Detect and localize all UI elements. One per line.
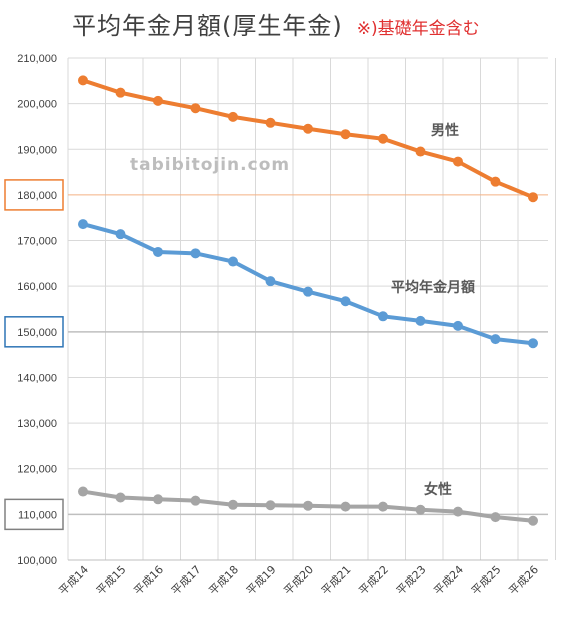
data-point-male [415,146,426,157]
data-point-male [378,133,388,144]
data-point-female [303,500,313,511]
y-tick-label: 210,000 [17,53,57,65]
x-tick-label: 平成15 [94,563,129,598]
data-point-male [490,176,501,187]
data-point-avg [378,311,388,322]
x-tick-label: 平成23 [394,563,429,598]
data-point-male [340,129,351,140]
data-point-female [115,492,126,503]
chart-title-text: 平均年金月額(厚生年金) [72,12,343,40]
y-tick-highlight-box [4,179,64,211]
data-point-male [265,117,276,128]
series-line-male [81,78,535,200]
y-tick-label: 130,000 [17,418,57,430]
data-point-avg [190,248,201,259]
x-tick-label: 平成16 [131,563,166,598]
data-point-male [153,95,163,106]
x-tick-label: 平成18 [206,563,241,598]
data-point-female [490,512,501,523]
x-tick-label: 平成17 [169,563,204,598]
data-point-avg [303,286,313,297]
x-tick-label: 平成24 [431,563,466,598]
data-point-female [153,494,163,505]
series-label-male: 男性 [431,122,459,139]
series-label-female: 女性 [424,481,452,498]
x-tick-label: 平成20 [281,563,316,598]
data-point-avg [265,276,276,287]
y-tick-label: 110,000 [18,509,57,521]
y-tick-label: 140,000 [17,372,57,384]
x-tick-label: 平成19 [244,563,279,598]
chart-title: 平均年金月額(厚生年金) ※)基礎年金含む [72,6,480,41]
x-tick-label: 平成22 [356,563,391,598]
data-point-avg [115,229,126,240]
data-point-avg [415,315,426,326]
x-tick-label: 平成21 [319,563,354,598]
data-point-avg [153,246,163,257]
data-point-avg [78,219,88,230]
data-point-avg [528,338,538,349]
data-point-avg [490,334,501,345]
x-tick-label: 平成25 [469,563,504,598]
y-tick-label: 190,000 [17,144,57,156]
y-tick-label: 180,000 [17,190,57,202]
x-tick-label: 平成26 [506,563,541,598]
data-point-male [528,192,538,203]
data-point-male [228,111,238,122]
y-tick-highlight-box [4,316,64,348]
data-point-female [190,495,201,506]
data-point-female [78,486,88,497]
data-point-female [340,501,351,512]
data-point-female [265,500,276,511]
data-point-avg [340,296,351,307]
data-point-female [228,499,238,510]
y-tick-label: 120,000 [17,464,57,476]
series-label-avg: 平均年金月額 [391,279,475,296]
y-tick-label: 100,000 [17,555,57,567]
y-tick-highlight-box [4,498,64,531]
data-point-male [115,87,126,98]
data-point-female [378,501,388,512]
y-tick-label: 150,000 [17,327,57,339]
data-point-male [453,156,463,167]
data-point-female [415,504,426,515]
chart-note: ※)基礎年金含む [356,19,480,39]
data-point-female [453,506,463,517]
y-tick-label: 200,000 [17,99,57,111]
y-tick-label: 170,000 [17,236,57,248]
data-point-male [303,123,313,134]
watermark: tabibitojin.com [130,155,291,175]
y-tick-label: 160,000 [17,281,57,293]
data-point-avg [228,256,238,267]
data-point-male [190,103,201,114]
data-point-male [78,75,88,86]
x-tick-label: 平成14 [56,563,91,598]
data-point-avg [453,320,463,331]
data-point-female [528,515,538,526]
